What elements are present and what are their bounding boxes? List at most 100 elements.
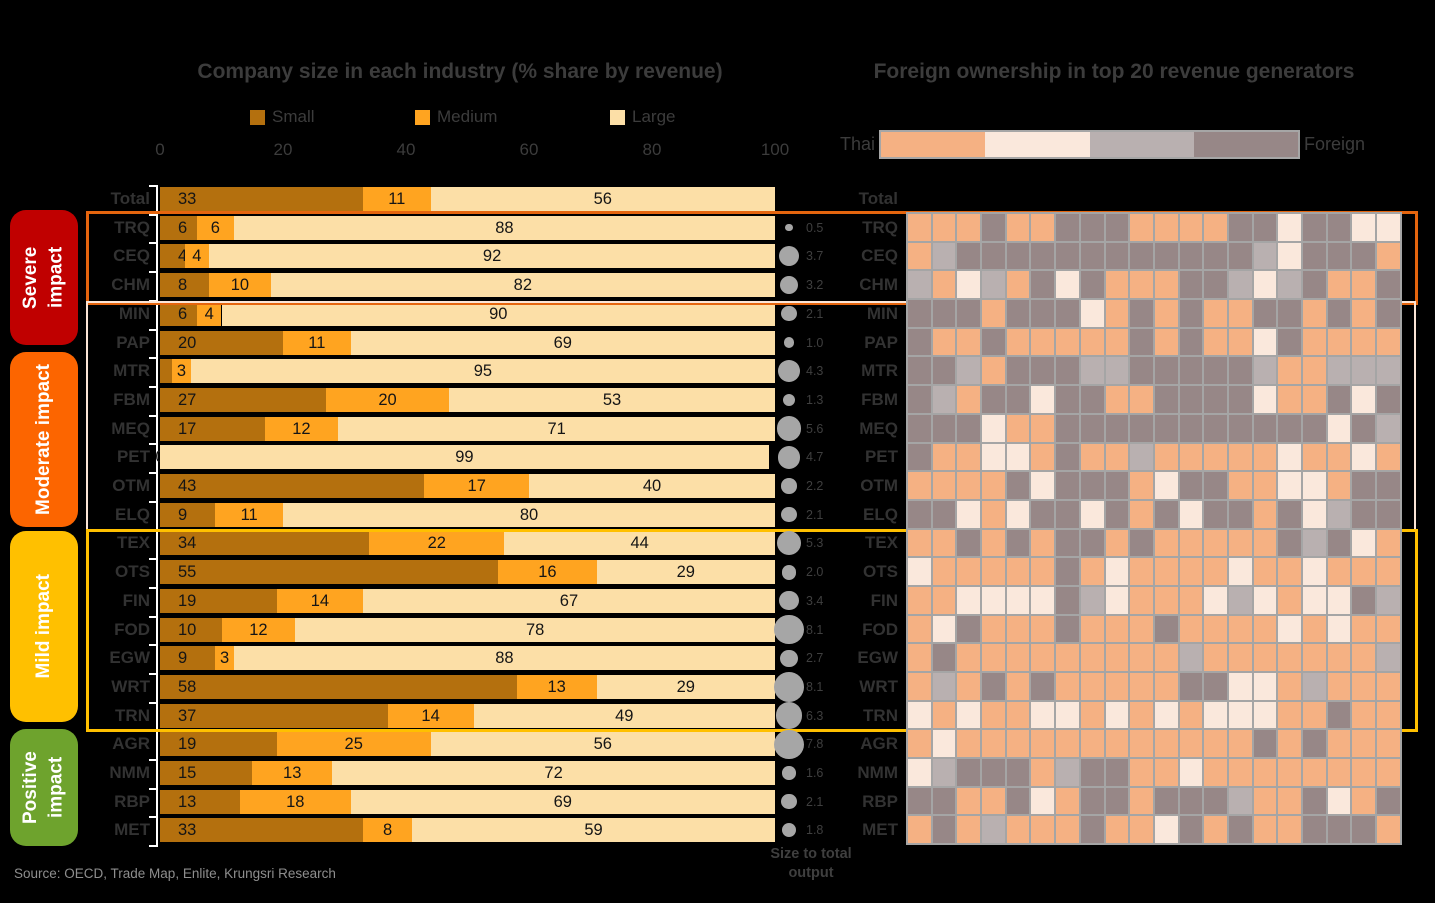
- axis-tick: [149, 644, 157, 647]
- bar-value-medium: 3: [219, 649, 230, 668]
- heatmap-row-label: MEQ: [859, 418, 898, 438]
- heatmap-cell: [1327, 816, 1351, 844]
- heatmap-cell: [1327, 386, 1351, 413]
- heatmap-cell: [1377, 529, 1400, 557]
- heatmap-cell: [1105, 414, 1129, 442]
- bar-segment-large: [449, 387, 775, 412]
- row-label: FIN: [122, 590, 150, 610]
- output-bubble: [780, 649, 798, 667]
- bar-segment-small: [160, 531, 370, 556]
- heatmap-cell: [1228, 242, 1252, 270]
- heatmap-cell: [1303, 214, 1326, 241]
- heatmap-cell: [982, 615, 1005, 643]
- heatmap-cell: [1006, 414, 1030, 442]
- heatmap-cell: [908, 816, 931, 844]
- heatmap-cell: [908, 386, 931, 413]
- bar-value-small: 8: [178, 276, 188, 295]
- heatmap-cell: [908, 443, 931, 471]
- row-label: TRQ: [114, 217, 150, 237]
- heatmap-cell: [1278, 787, 1301, 815]
- legend-label: Medium: [437, 107, 498, 126]
- heatmap-cell: [1327, 787, 1351, 815]
- heatmap-cell: [982, 730, 1005, 758]
- heatmap-cell: [1352, 787, 1376, 815]
- heatmap-cell: [1031, 644, 1055, 671]
- bar-segment-medium: [252, 761, 333, 785]
- impact-box: Moderate impact: [10, 352, 78, 527]
- heatmap-cell: [932, 328, 956, 356]
- bar-value-medium: 14: [421, 706, 440, 725]
- heatmap-cell: [982, 586, 1005, 614]
- row-label: MEQ: [111, 418, 150, 438]
- row-label: PET: [116, 447, 150, 467]
- heatmap-cell: [1228, 472, 1252, 499]
- heatmap-cell: [1303, 759, 1326, 786]
- heatmap-cell: [908, 414, 931, 442]
- heatmap-cell: [1154, 328, 1178, 356]
- x-axis-tick-label: 60: [519, 140, 539, 159]
- heatmap-cell: [1006, 787, 1030, 815]
- heatmap-cell: [1377, 357, 1400, 385]
- heatmap-cell: [1105, 472, 1129, 499]
- bar-segment-large: [412, 818, 775, 843]
- heatmap-cell: [1080, 644, 1104, 671]
- heatmap-cell: [1352, 300, 1376, 327]
- heatmap-cell: [908, 701, 931, 729]
- bar-value-medium: 11: [240, 505, 258, 524]
- heatmap-cell: [1352, 386, 1376, 413]
- heatmap-cell: [982, 214, 1005, 241]
- axis-tick: [149, 558, 157, 561]
- heatmap-cell: [1031, 242, 1055, 270]
- heatmap-cell: [1154, 529, 1178, 557]
- heatmap-cell: [1006, 328, 1030, 356]
- impact-box: Mild impact: [10, 531, 78, 722]
- heatmap-cell: [1352, 529, 1376, 557]
- heatmap-cell: [1130, 816, 1153, 844]
- heatmap-cell: [1031, 472, 1055, 499]
- heatmap-cell: [1130, 443, 1153, 471]
- heatmap-cell: [957, 328, 981, 356]
- heatmap-cell: [1154, 644, 1178, 671]
- heatmap-cell: [1377, 300, 1400, 327]
- bar-value-medium: 11: [308, 333, 326, 352]
- output-bubble: [779, 275, 799, 295]
- bar-value-medium: 12: [292, 419, 311, 438]
- heatmap-cell: [957, 730, 981, 758]
- heatmap-cell: [1031, 214, 1055, 241]
- output-bubble-value: 4.7: [806, 450, 824, 465]
- heatmap-cell: [1377, 586, 1400, 614]
- heatmap-cell: [1278, 586, 1301, 614]
- heatmap-cell: [1377, 500, 1400, 528]
- heatmap-cell: [1377, 787, 1400, 815]
- heatmap-cell: [1303, 730, 1326, 758]
- heatmap-cell: [957, 443, 981, 471]
- bar-segment-small: [160, 732, 277, 757]
- heatmap-cell: [1130, 615, 1153, 643]
- heatmap-cell: [1056, 414, 1079, 442]
- bar-segment-medium: [221, 617, 296, 642]
- heatmap-cell: [1327, 558, 1351, 585]
- heatmap-cell: [1056, 558, 1079, 585]
- bar-segment-small: [160, 502, 216, 527]
- heatmap-cell: [1303, 386, 1326, 413]
- heatmap-cell: [1204, 214, 1227, 241]
- output-bubble-value: 2.2: [806, 479, 824, 493]
- bar-value-medium: 11: [388, 190, 406, 208]
- heatmap-cell: [1303, 816, 1326, 844]
- bar-segment-medium: [369, 531, 505, 556]
- heatmap-cell: [1130, 644, 1153, 671]
- heatmap-cell: [1253, 701, 1277, 729]
- bar-segment-large: [362, 588, 775, 613]
- heatmap-cell: [932, 500, 956, 528]
- heatmap-cell: [1278, 615, 1301, 643]
- heatmap-cell: [1278, 701, 1301, 729]
- heatmap-cell: [1352, 615, 1376, 643]
- legend-label: Large: [632, 107, 676, 126]
- output-bubble: [777, 445, 801, 469]
- bar-value-medium: 4: [192, 247, 202, 266]
- bar-segment-large: [160, 445, 769, 470]
- impact-box-label: Mild impact: [33, 574, 55, 679]
- bar-value-medium: 12: [249, 620, 268, 639]
- row-label: MTR: [113, 361, 150, 381]
- heatmap-cell: [1327, 701, 1351, 729]
